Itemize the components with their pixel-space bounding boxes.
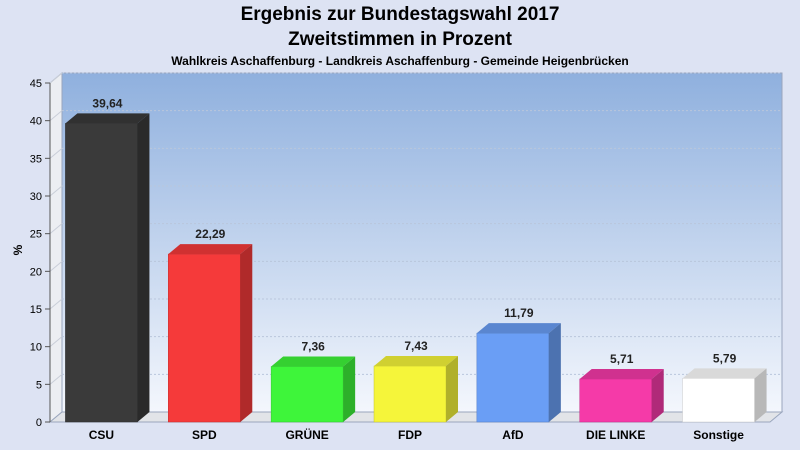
y-tick-label: 30 (30, 191, 42, 203)
x-tick-label: AfD (502, 428, 524, 442)
data-label: 39,64 (92, 96, 122, 110)
bar (476, 332, 550, 423)
bar (168, 253, 241, 423)
data-label: 11,79 (504, 306, 534, 320)
bar (65, 123, 138, 423)
bar-top (374, 356, 458, 367)
y-tick-label: 5 (36, 379, 42, 391)
gridline-side (49, 110, 63, 122)
gridline-side (49, 373, 63, 385)
y-tick-label: 40 (30, 116, 42, 128)
bar-side (754, 368, 767, 422)
y-tick-label: 45 (30, 78, 42, 90)
y-tick-label: 15 (30, 304, 42, 316)
x-tick-label: FDP (398, 428, 422, 442)
bar-side (548, 323, 561, 422)
y-tick-label: 0 (36, 417, 42, 429)
y-axis-label: % (11, 244, 25, 255)
gridline-side (49, 185, 63, 197)
data-label: 7,43 (404, 339, 428, 353)
gridline-side (49, 298, 63, 310)
data-label: 5,79 (713, 351, 737, 365)
bar-top (682, 368, 767, 379)
data-label: 22,29 (195, 227, 225, 241)
data-label: 7,36 (301, 340, 325, 354)
x-tick-label: Sonstige (693, 428, 744, 442)
bar (579, 378, 652, 423)
plot-side-wall (49, 71, 63, 424)
bar-top (168, 244, 253, 255)
x-tick-label: GRÜNE (285, 427, 328, 442)
y-tick-label: 35 (30, 153, 42, 165)
bar-side (343, 356, 356, 422)
bar (682, 378, 755, 423)
y-tick-label: 20 (30, 266, 42, 278)
gridline-side (49, 336, 63, 348)
y-tick-label: 25 (30, 229, 42, 241)
gridline-side (49, 72, 63, 84)
bar-side (240, 244, 253, 422)
bar (270, 366, 344, 423)
x-tick-label: SPD (192, 428, 217, 442)
chart-title-2: Zweitstimmen in Prozent (288, 29, 512, 50)
gridline-side (49, 260, 63, 272)
x-tick-label: DIE LINKE (586, 428, 645, 442)
chart-subtitle: Wahlkreis Aschaffenburg - Landkreis Asch… (171, 54, 629, 68)
bar-side (137, 113, 150, 423)
data-label: 5,71 (610, 352, 634, 366)
bar-top (476, 323, 561, 334)
chart-title: Ergebnis zur Bundestagswahl 2017 (240, 4, 560, 25)
bar-top (271, 356, 356, 367)
bar-side (651, 368, 664, 422)
bar-side (446, 356, 458, 422)
y-tick-label: 10 (30, 342, 42, 354)
gridline-side (49, 223, 63, 235)
gridline-side (49, 147, 63, 159)
bar-top (579, 368, 664, 379)
x-tick-label: CSU (89, 428, 114, 442)
bar (373, 365, 447, 423)
bar-top (65, 113, 150, 124)
